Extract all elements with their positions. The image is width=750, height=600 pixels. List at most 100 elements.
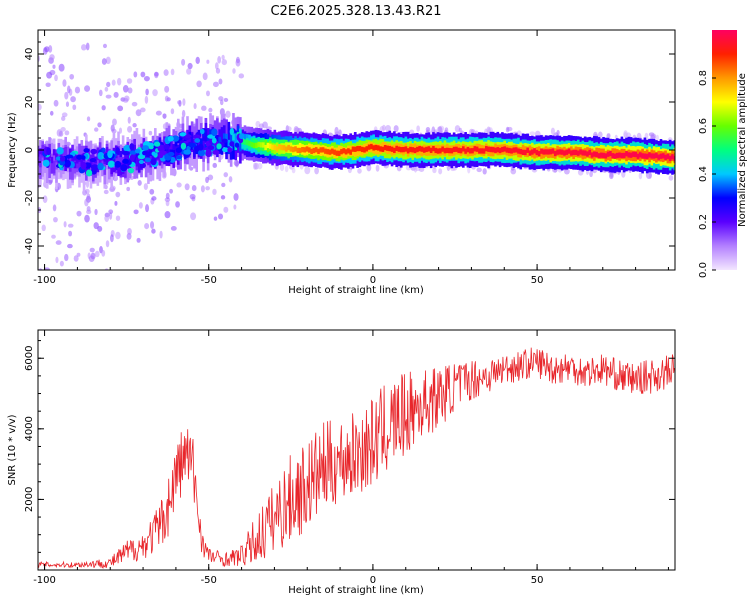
spectrogram-speckle	[117, 105, 124, 112]
spectrogram-y-tick-label-2: 0	[24, 147, 35, 153]
spectrogram-ridge-cell	[519, 148, 523, 155]
spectrogram-ridge-cell	[298, 147, 302, 154]
spectrogram-ridge-cell	[353, 146, 357, 152]
spectrogram-speckle	[206, 59, 210, 64]
spectrogram-ridge-cell	[204, 143, 208, 151]
spectrogram-speckle	[181, 109, 186, 118]
spectrogram-speckle	[137, 180, 142, 186]
spectrogram-ridge-cell	[475, 146, 479, 152]
spectrogram-ridge-cell	[199, 123, 203, 152]
spectrogram-ridge-cell	[386, 145, 389, 151]
spectrogram-ridge-cell	[137, 151, 141, 158]
spectrogram-speckle	[55, 256, 59, 264]
spectrogram-ridge-cell	[271, 144, 274, 150]
spectrogram-speckle	[212, 188, 217, 195]
spectrogram-speckle	[97, 122, 102, 128]
spectrogram-speckle	[67, 243, 73, 249]
spectrogram-ridge-cell	[38, 152, 40, 165]
spectrogram-ridge-cell	[544, 149, 548, 155]
spectrogram-ridge-cell	[174, 140, 178, 147]
spectrogram-ridge-cell	[480, 148, 484, 154]
spectrogram-speckle	[84, 198, 89, 207]
spectrogram-speckle	[85, 42, 90, 51]
spectrogram-ridge-cell	[507, 147, 511, 154]
spectrogram-ridge-cell	[174, 146, 178, 160]
spectrogram-ridge-cell	[45, 154, 49, 183]
spectrogram-speckle	[284, 165, 289, 173]
spectrogram-speckle	[126, 78, 133, 84]
spectrogram-ridge-cell	[655, 152, 658, 159]
spectrogram-blob	[229, 141, 235, 147]
spectrogram-ridge-cell	[170, 137, 173, 159]
spectrogram-ridge-cell	[565, 149, 569, 155]
spectrogram-ridge-cell	[303, 147, 307, 153]
spectrogram-speckle	[190, 212, 197, 221]
spectrogram-blob	[153, 141, 161, 147]
spectrogram-ridge-cell	[75, 157, 79, 164]
spectrogram-speckle	[655, 134, 659, 141]
spectrogram-speckle	[200, 185, 205, 193]
spectrogram-ridge-cell	[262, 142, 265, 148]
spectrogram-blob	[211, 128, 218, 137]
spectrogram-speckle	[67, 85, 71, 94]
spectrogram-speckle	[589, 170, 593, 178]
spectrogram-speckle	[233, 193, 239, 201]
spectrogram-blob	[229, 128, 234, 136]
spectrogram-speckle	[214, 62, 219, 70]
spectrogram-speckle	[338, 129, 342, 137]
spectrogram-ridge-cell	[445, 147, 449, 153]
spectrogram-speckle	[458, 127, 462, 133]
spectrogram-speckle	[104, 86, 109, 92]
spectrogram-speckle	[88, 255, 95, 262]
spectrogram-ridge-cell	[71, 159, 74, 180]
spectrogram-blob	[80, 161, 87, 170]
spectrogram-ridge-cell	[576, 150, 580, 156]
spectrogram-ridge-cell	[39, 154, 42, 168]
spectrogram-speckle	[61, 115, 66, 122]
spectrogram-ridge-cell	[326, 149, 330, 155]
spectrogram-blob	[186, 145, 191, 151]
spectrogram-ridge-cell	[597, 153, 601, 159]
spectrogram-ridge-cell	[581, 150, 585, 156]
spectrogram-speckle	[257, 162, 263, 170]
spectrogram-ridge-cell	[135, 153, 139, 167]
spectrogram-ridge-cell	[266, 142, 270, 149]
spectrogram-speckle	[217, 213, 224, 220]
spectrogram-speckle	[186, 68, 192, 75]
spectrogram-ridge-cell	[337, 150, 341, 156]
spectrogram-speckle	[126, 186, 131, 192]
spectrogram-blob	[123, 144, 132, 152]
spectrogram-speckle	[162, 113, 167, 119]
spectrogram-blob	[134, 148, 141, 154]
spectrogram-speckle	[205, 176, 209, 184]
spectrogram-blob	[114, 160, 122, 168]
spectrogram-ridge-cell	[209, 129, 212, 136]
spectrogram-blob	[122, 158, 129, 164]
spectrogram-speckle	[84, 85, 91, 92]
spectrogram-speckle	[38, 268, 43, 270]
spectrogram-ridge-cell	[530, 149, 534, 155]
spectrogram-ridge-cell	[358, 145, 362, 152]
spectrogram-speckle	[127, 125, 133, 133]
spectrogram-ridge-cell	[370, 143, 373, 150]
spectrogram-speckle	[220, 195, 226, 200]
spectrogram-y-axis-label: Frequency (Hz)	[7, 112, 18, 188]
spectrogram-speckle	[94, 250, 100, 258]
spectrogram-ridge-cell	[478, 148, 481, 154]
spectrogram-speckle	[432, 167, 437, 174]
spectrogram-speckle	[70, 96, 76, 103]
spectrogram-ridge-cell	[308, 147, 311, 153]
spectrogram-blob	[216, 143, 222, 150]
spectrogram-ridge-cell	[418, 146, 421, 152]
spectrogram-speckle	[206, 90, 210, 97]
spectrogram-speckle	[418, 167, 425, 172]
spectrogram-ridge-cell	[599, 152, 603, 158]
spectrogram-speckle	[416, 125, 420, 132]
spectrogram-ridge-cell	[450, 148, 454, 154]
spectrogram-ridge-cell	[664, 154, 667, 160]
spectrogram-speckle	[89, 247, 95, 253]
spectrogram-ridge-cell	[133, 157, 136, 164]
spectrogram-speckle	[53, 216, 58, 223]
spectrogram-ridge-cell	[356, 145, 359, 152]
spectrogram-speckle	[154, 71, 159, 79]
